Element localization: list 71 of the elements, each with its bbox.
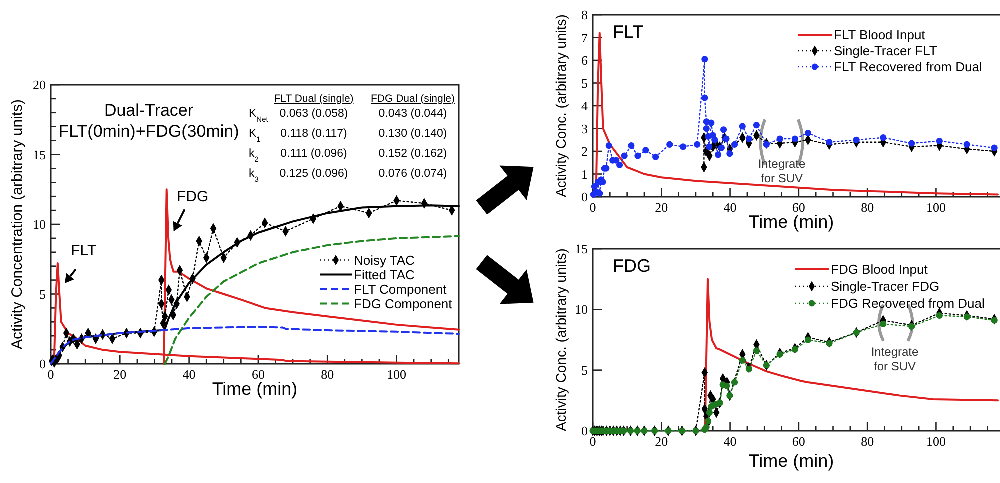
y-tick-label: 0 bbox=[40, 356, 46, 372]
x-axis-title: Time (min) bbox=[748, 451, 834, 471]
y-tick-label: 0 bbox=[582, 424, 588, 439]
legend-label: Single-Tracer FLT bbox=[834, 44, 938, 59]
y-axis-title: Activity Concentration (arbitrary units) bbox=[9, 99, 26, 350]
x-tick-label: 60 bbox=[792, 434, 806, 449]
legend-label: FLT Component bbox=[354, 282, 448, 297]
legend-label: Single-Tracer FDG bbox=[831, 279, 940, 294]
x-tick-label: 40 bbox=[724, 434, 737, 449]
annotation: Integrate for SUV bbox=[758, 157, 806, 186]
x-tick-label: 40 bbox=[182, 367, 196, 382]
x-tick-label: 20 bbox=[655, 434, 668, 449]
y-tick-label: 0 bbox=[582, 190, 588, 205]
annotation: FDG bbox=[176, 188, 209, 206]
annotation: 0.063 (0.058) bbox=[280, 108, 348, 120]
legend-label: FLT Blood Input bbox=[834, 28, 926, 43]
y-tick-label: 8 bbox=[582, 8, 588, 23]
x-tick-label: 80 bbox=[861, 200, 874, 215]
y-tick-label: 15 bbox=[575, 242, 588, 257]
y-tick-label: 7 bbox=[582, 30, 588, 46]
y-axis-title: Activity Conc. (arbitrary units) bbox=[553, 248, 569, 432]
annotation: k$_{2}$ bbox=[249, 148, 259, 164]
y-tick-label: 4 bbox=[582, 98, 588, 114]
y-tick-label: 20 bbox=[33, 78, 46, 93]
annotation: K$_{1}$ bbox=[249, 128, 261, 144]
y-tick-label: 6 bbox=[582, 53, 588, 68]
annotation: 0.152 (0.162) bbox=[378, 148, 448, 160]
x-tick-label: 60 bbox=[252, 367, 265, 382]
annotation: 0.043 (0.044) bbox=[378, 108, 448, 120]
y-tick-label: 10 bbox=[33, 217, 46, 232]
legend-label: Noisy TAC bbox=[354, 252, 415, 268]
annotation: 0.125 (0.096) bbox=[280, 168, 348, 180]
chart-title: FDG bbox=[613, 256, 651, 276]
x-axis-title: Time (min) bbox=[748, 212, 834, 232]
y-tick-label: 10 bbox=[575, 302, 588, 318]
annotation: 0.130 (0.140) bbox=[378, 128, 448, 140]
x-tick-label: 80 bbox=[321, 367, 334, 382]
annotation: Dual-Tracer bbox=[104, 101, 194, 120]
annotation: FLT bbox=[71, 242, 97, 260]
y-axis-title: Activity Conc. (arbitrary units) bbox=[553, 14, 569, 198]
x-tick-label: 20 bbox=[655, 200, 668, 215]
annotation: Integrate for SUV bbox=[871, 345, 920, 374]
y-tick-label: 5 bbox=[40, 286, 46, 302]
x-tick-label: 100 bbox=[387, 367, 407, 382]
y-tick-label: 2 bbox=[582, 144, 588, 160]
x-tick-label: 40 bbox=[724, 200, 737, 215]
x-tick-label: 100 bbox=[926, 200, 946, 215]
x-tick-label: 60 bbox=[792, 200, 806, 215]
y-tick-label: 3 bbox=[582, 121, 588, 136]
legend-label: FLT Recovered from Dual bbox=[834, 60, 982, 75]
y-tick-label: 15 bbox=[33, 147, 46, 162]
legend-label: FDG Component bbox=[354, 296, 453, 312]
y-tick-label: 5 bbox=[582, 76, 588, 91]
annotation: FLT Dual (single) bbox=[274, 93, 354, 105]
chart-title: FLT bbox=[613, 22, 644, 42]
x-tick-label: 20 bbox=[114, 367, 127, 382]
annotation: k$_{3}$ bbox=[249, 168, 259, 184]
x-tick-label: 100 bbox=[926, 434, 946, 449]
annotation: FLT(0min)+FDG(30min) bbox=[58, 122, 240, 141]
annotation: 0.111 (0.096) bbox=[280, 148, 348, 160]
y-tick-label: 5 bbox=[582, 362, 588, 378]
legend-label: FDG Recovered from Dual bbox=[831, 296, 985, 312]
x-axis-title: Time (min) bbox=[212, 379, 298, 399]
annotation: 0.076 (0.074) bbox=[378, 168, 448, 180]
x-tick-label: 80 bbox=[861, 434, 874, 449]
annotation: K$_{Net}$ bbox=[249, 108, 270, 124]
annotation: 0.118 (0.117) bbox=[280, 128, 348, 140]
annotation: FDG Dual (single) bbox=[370, 93, 456, 105]
legend-label: Fitted TAC bbox=[354, 267, 415, 282]
y-tick-label: 1 bbox=[582, 166, 588, 182]
legend-label: FDG Blood Input bbox=[831, 262, 928, 278]
